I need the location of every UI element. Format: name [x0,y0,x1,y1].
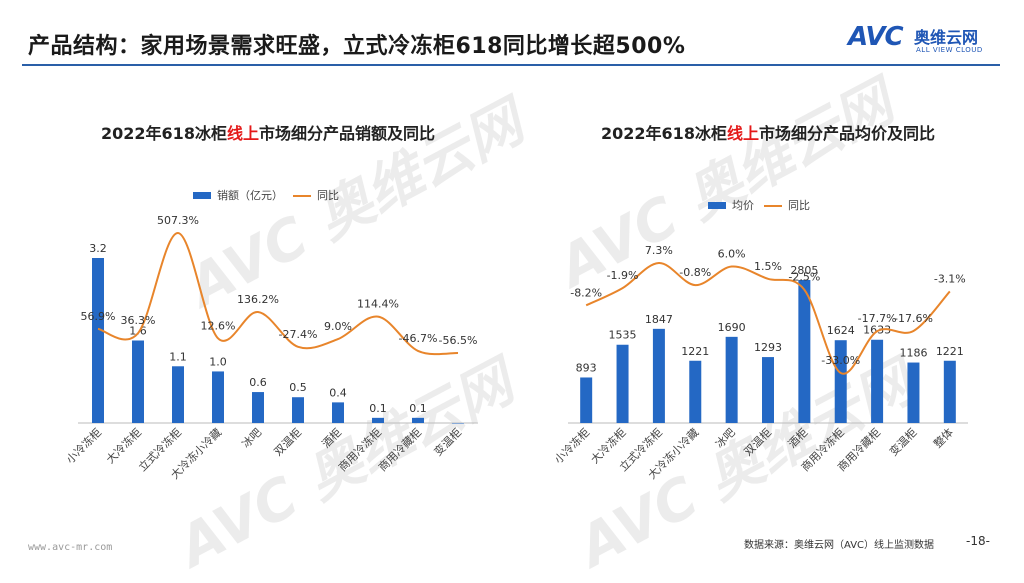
category-tick-label: 小冷冻柜 [551,425,592,466]
category-tick-label: 变温柜 [886,425,919,458]
bar [907,363,919,423]
bar-value-label: 0.1 [409,402,427,415]
bar [412,418,424,423]
bar [689,361,701,423]
bar [653,329,665,423]
bar-value-label: 0.4 [329,386,347,399]
price-chart-svg: 均价同比893小冷冻柜1535大冷冻柜1847立式冷冻柜1221大冷冻小冷藏16… [528,108,1008,548]
bar [835,340,847,423]
category-tick-label: 冰吧 [713,426,738,451]
yoy-value-label: -8.2% [570,286,602,299]
yoy-value-label: 36.3% [121,314,156,327]
bar [726,337,738,423]
bar [212,371,224,423]
bar-value-label: 0.5 [289,381,307,394]
bar-value-label: 893 [576,361,597,374]
bar-value-label: 0.6 [249,376,267,389]
footer-url: www.avc-mr.com [28,542,112,553]
bar [92,258,104,423]
yoy-value-label: -2.5% [788,271,820,284]
sales-chart-svg: 销额（亿元）同比3.2小冷冻柜1.6大冷冻柜1.1立式冷冻柜1.0大冷冻小冷藏0… [28,108,508,548]
yoy-value-label: 7.3% [645,244,673,257]
category-tick-label: 酒柜 [319,426,344,451]
bar [292,397,304,423]
legend-label: 均价 [732,199,754,212]
bar-value-label: 1.0 [209,355,227,368]
yoy-value-label: -3.1% [934,272,966,285]
yoy-value-label: -1.9% [607,269,639,282]
yoy-value-label: -0.8% [679,266,711,279]
yoy-value-label: 6.0% [718,248,746,261]
bar-value-label: 1293 [754,341,782,354]
legend-swatch-bar [193,192,211,199]
bar [762,357,774,423]
yoy-value-label: 136.2% [237,293,279,306]
yoy-value-label: -17.6% [894,312,933,325]
avc-logo: AVC 奥维云网 ALL VIEW CLOUD [848,22,1008,58]
bar [452,423,464,424]
category-tick-label: 大冷冻柜 [103,425,144,466]
category-tick-label: 变温柜 [431,425,464,458]
yoy-value-label: 12.6% [201,319,236,332]
bar-value-label: 1.1 [169,350,187,363]
bar-value-label: 1186 [899,347,927,360]
yoy-value-label: -17.7% [858,312,897,325]
yoy-value-label: 56.9% [81,310,116,323]
category-tick-label: 双温柜 [742,426,775,459]
bar [252,392,264,423]
yoy-value-label: 9.0% [324,320,352,333]
yoy-value-label: -56.5% [439,334,478,347]
bar [798,280,810,423]
category-tick-label: 冰吧 [239,426,264,451]
bar-value-label: 3.2 [89,242,107,255]
yoy-value-label: -46.7% [399,332,438,345]
category-tick-label: 商用冷藏柜 [375,425,424,474]
legend-label: 同比 [788,199,810,212]
yoy-value-label: -33.0% [821,354,860,367]
legend-label: 同比 [317,189,339,202]
logo-en: ALL VIEW CLOUD [916,46,983,54]
bar-value-label: 1221 [936,345,964,358]
bar-value-label: 1690 [718,321,746,334]
bar [944,361,956,423]
yoy-value-label: -27.4% [279,328,318,341]
category-tick-label: 小冷冻柜 [63,425,104,466]
data-source: 数据来源：奥维云网（AVC）线上监测数据 [744,536,934,551]
bar [617,345,629,423]
logo-mark: AVC [848,22,903,52]
bar-value-label: 0.1 [369,402,387,415]
yoy-value-label: 1.5% [754,260,782,273]
bar-value-label: 1624 [827,324,855,337]
page-number: -18- [966,534,990,548]
bar [580,377,592,423]
bar [372,418,384,423]
yoy-value-label: 507.3% [157,214,199,227]
legend-label: 销额（亿元） [217,188,283,202]
bar [871,340,883,423]
bar [172,366,184,423]
header-divider [22,64,1000,66]
bar-value-label: 1847 [645,313,673,326]
bar-value-label: 1221 [681,345,709,358]
bar [332,402,344,423]
page-title: 产品结构：家用场景需求旺盛，立式冷冻柜618同比增长超500% [28,28,685,60]
legend-swatch-bar [708,202,726,209]
bar [132,341,144,424]
logo-cn: 奥维云网 [914,24,978,48]
category-tick-label: 整体 [930,425,955,450]
yoy-value-label: 114.4% [357,298,399,311]
category-tick-label: 双温柜 [272,426,305,459]
category-tick-label: 酒柜 [786,426,811,451]
bar-value-label: 1535 [609,329,637,342]
